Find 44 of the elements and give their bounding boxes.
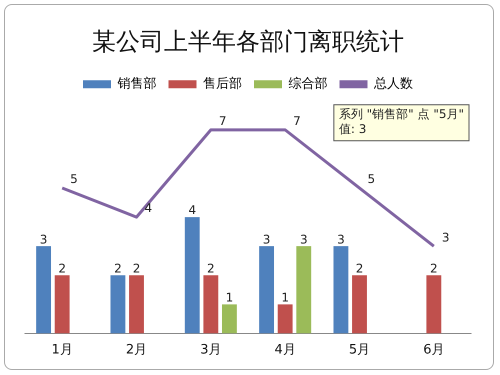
data-label: 1: [281, 290, 289, 304]
chart-title: 某公司上半年各部门离职统计: [92, 28, 404, 56]
x-tick-label: 6月: [423, 342, 444, 358]
annotation: 系列 "销售部" 点 "5月" 值: 3: [338, 106, 464, 136]
data-label: 4: [188, 203, 196, 218]
bar: [333, 246, 348, 334]
bar: [259, 246, 274, 334]
data-label: 2: [356, 261, 364, 276]
bar: [184, 217, 200, 334]
data-label: 3: [337, 232, 345, 246]
legend-label: 综合部: [288, 76, 328, 92]
data-label: 3: [40, 232, 48, 246]
bar: [36, 246, 52, 334]
data-label: 2: [207, 261, 215, 276]
data-label: 7: [218, 114, 226, 128]
data-label: 3: [442, 230, 450, 244]
legend-label: 总人数: [373, 76, 413, 92]
x-tick-label: 2月: [126, 342, 148, 358]
data-label: 1: [226, 290, 234, 304]
data-label: 4: [144, 201, 152, 216]
x-tick-label: 3月: [200, 342, 222, 358]
data-label: 2: [114, 261, 122, 276]
x-tick-label: 5月: [348, 342, 370, 358]
bar: [278, 304, 293, 334]
data-label: 5: [368, 172, 376, 186]
data-label: 3: [300, 232, 308, 246]
data-label: 7: [293, 114, 301, 128]
bar: [54, 275, 70, 334]
bar: [296, 246, 312, 334]
data-label: 3: [262, 232, 270, 246]
x-tick-label: 4月: [274, 342, 296, 358]
bar: [203, 275, 218, 334]
data-label: 2: [132, 261, 140, 276]
x-tick-label: 1月: [52, 342, 73, 358]
data-label: 2: [430, 261, 438, 276]
bar: [352, 275, 367, 334]
bar: [222, 304, 237, 334]
bar: [110, 275, 126, 334]
bar: [426, 275, 442, 334]
legend-label: 售后部: [203, 76, 242, 92]
legend-label: 销售部: [116, 76, 156, 92]
bar: [129, 275, 144, 334]
data-label: 5: [70, 172, 78, 186]
data-label: 2: [58, 261, 66, 276]
